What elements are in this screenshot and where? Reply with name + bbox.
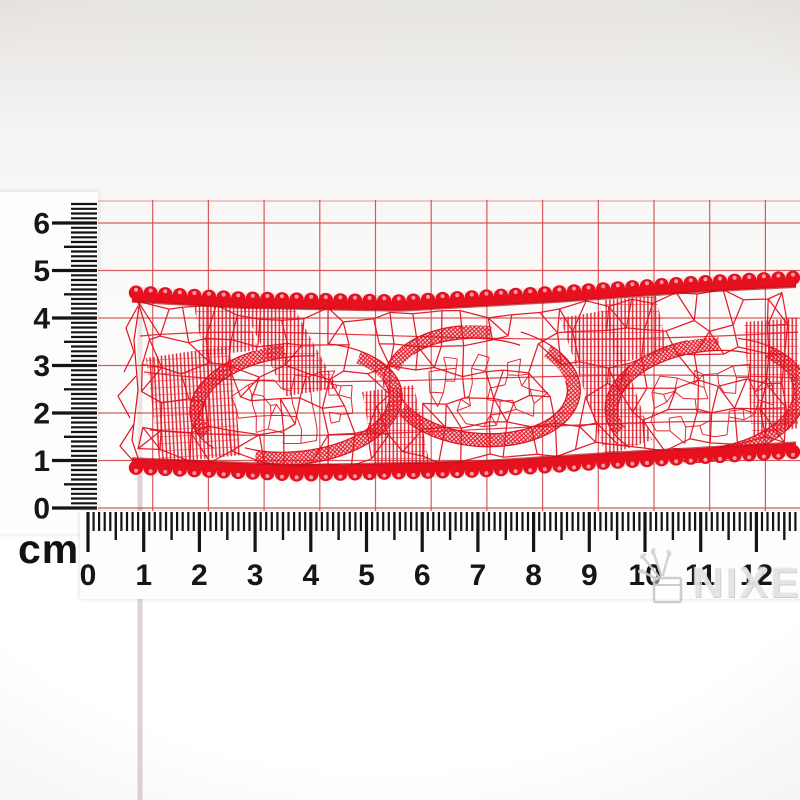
vertical-ruler-number: 3	[33, 350, 50, 383]
vertical-ruler-number: 6	[33, 208, 50, 241]
lace-bottom-scallop	[128, 441, 800, 800]
vertical-ruler-body	[0, 192, 98, 534]
vertical-ruler-number: 1	[33, 445, 50, 478]
horizontal-ruler-number: 11	[685, 559, 717, 592]
horizontal-ruler-number: 8	[525, 559, 542, 592]
horizontal-ruler-number: 6	[414, 559, 431, 592]
lace-dense-patch	[362, 385, 430, 470]
lace-top-scallop	[128, 270, 800, 800]
lace-ribbon	[117, 270, 800, 800]
vertical-ruler-number: 0	[33, 493, 50, 526]
lace-dense-patch	[240, 297, 338, 396]
horizontal-ruler-number: 4	[302, 559, 319, 592]
lace-frayed-edge	[119, 423, 135, 463]
lace-frayed-edge	[117, 375, 137, 419]
vertical-ruler-number: 5	[33, 255, 50, 288]
lace-dense-patch	[194, 303, 258, 356]
lace-frayed-edge	[123, 305, 139, 373]
cm-unit-label: cm	[18, 526, 79, 572]
horizontal-ruler-number: 0	[80, 559, 97, 592]
lace-dense-patch	[560, 310, 652, 456]
horizontal-ruler-number: 9	[581, 559, 598, 592]
horizontal-ruler-number: 1	[135, 559, 152, 592]
horizontal-ruler-number: 2	[191, 559, 208, 592]
lace-dense-patch	[744, 318, 798, 436]
horizontal-ruler-number: 10	[628, 559, 661, 592]
horizontal-ruler-number: 3	[247, 559, 264, 592]
horizontal-ruler-number: 12	[740, 559, 773, 592]
vertical-ruler-number: 4	[33, 303, 50, 336]
horizontal-ruler: 0 1 2 3 4 5 6 7 8 9 10 11 12	[80, 511, 800, 599]
horizontal-ruler-number: 5	[358, 559, 375, 592]
vertical-ruler-number: 2	[33, 398, 50, 431]
horizontal-ruler-number: 7	[470, 559, 487, 592]
lace-medallion	[383, 324, 581, 448]
vertical-ruler: 0 1 2 3 4 5 6	[0, 192, 98, 534]
lace-dense-patch	[604, 296, 668, 364]
lace-frayed-edge	[131, 299, 141, 465]
lace-dense-patch	[146, 345, 242, 464]
